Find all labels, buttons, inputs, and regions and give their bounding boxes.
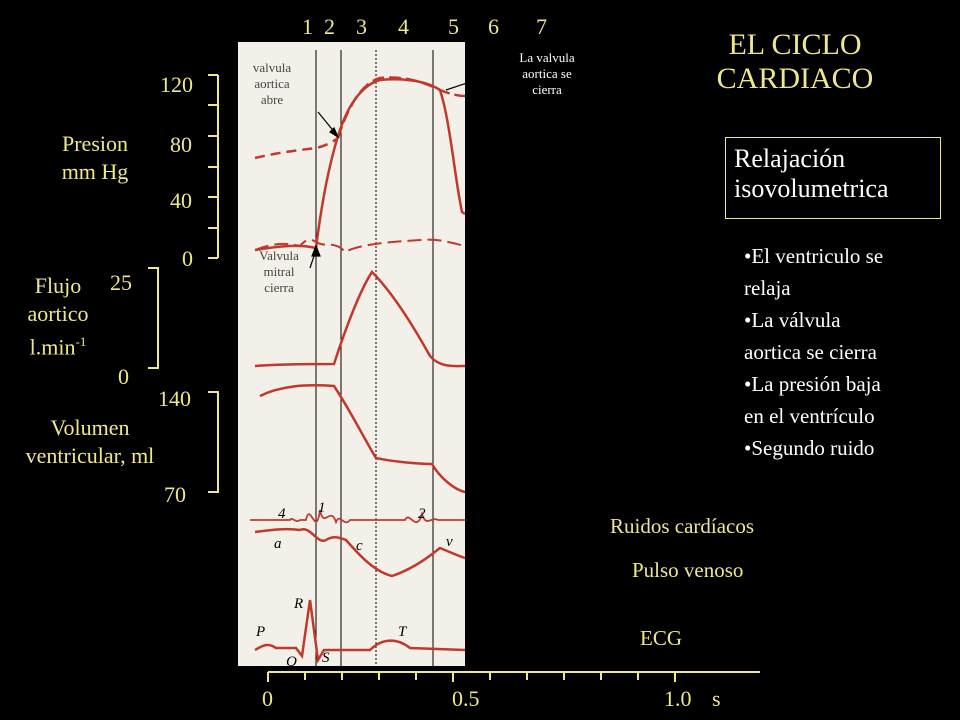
venous-pulse-trace [254, 527, 465, 578]
aortic-close-note: La valvula aortica se cierra [519, 50, 575, 97]
ecg-mark-q: Q [286, 654, 297, 666]
flow-tick-0: 0 [118, 364, 129, 389]
aortic-pressure-trace [254, 137, 339, 160]
ecg-mark-s: S [322, 650, 330, 666]
bullet-item: •La presión baja en el ventrículo [744, 372, 881, 428]
sound-mark-1: 1 [318, 500, 326, 516]
sound-mark-4: 4 [278, 506, 286, 522]
pressure-tick-80: 80 [170, 132, 192, 157]
volume-tick-140: 140 [158, 386, 191, 411]
flow-label: Flujo aortico l.min-1 [27, 273, 89, 360]
phase-numbers: 1 2 3 4 5 6 7 [0, 14, 960, 40]
phase-number-6: 6 [488, 14, 499, 39]
time-tick-0-5: 0.5 [452, 686, 480, 711]
flow-tick-25: 25 [110, 270, 132, 295]
phase-number-5: 5 [448, 14, 459, 39]
ecg-trace [254, 599, 465, 664]
phase-number-3: 3 [356, 14, 367, 39]
venous-mark-a: a [274, 536, 282, 552]
pressure-tick-0: 0 [182, 246, 193, 271]
phase-number-2: 2 [324, 14, 335, 39]
bullet-item: •Segundo ruido [744, 436, 875, 460]
title-line-2: CARDIACO [716, 62, 874, 95]
bullet-item: •La válvula aortica se cierra [744, 308, 877, 364]
ventricular-volume-trace [259, 384, 465, 494]
page-title: EL CICLO CARDIACO [700, 28, 890, 96]
phase-number-4: 4 [398, 14, 409, 39]
phase-number-7: 7 [536, 14, 547, 39]
volume-label: Volumen ventricular, ml [25, 415, 155, 468]
atrial-pressure-trace [254, 238, 465, 254]
cardiac-cycle-plot: 4 1 2 a c v P R Q S T [238, 42, 465, 666]
ecg-mark-r: R [293, 596, 303, 612]
time-unit: s [712, 686, 721, 711]
phase-box-line-1: Relajación [734, 144, 846, 173]
pressure-label: Presion mm Hg [61, 131, 129, 184]
sound-mark-2: 2 [418, 506, 426, 522]
venous-pulse-label: Pulso venoso [632, 558, 744, 582]
phase-box: Relajación isovolumetrica [725, 137, 941, 219]
venous-mark-c: c [356, 538, 363, 554]
phase-number-1: 1 [302, 14, 313, 39]
time-tick-1-0: 1.0 [664, 686, 692, 711]
phase-box-line-2: isovolumetrica [734, 174, 889, 203]
bullet-item: •El ventriculo se relaja [744, 244, 884, 300]
aortic-flow-trace [254, 270, 465, 368]
pressure-tick-120: 120 [160, 72, 193, 97]
time-tick-0: 0 [262, 686, 273, 711]
bullet-list: •El ventriculo se relaja •La válvula aorti… [744, 240, 954, 464]
ecg-label: ECG [640, 626, 682, 650]
volume-tick-70: 70 [164, 482, 186, 507]
heart-sounds-label: Ruidos cardíacos [610, 514, 755, 538]
plot-paper [238, 42, 465, 666]
pressure-tick-40: 40 [170, 188, 192, 213]
mitral-close-note: Valvula mitral cierra [259, 248, 299, 295]
heart-sounds-trace [250, 509, 465, 525]
title-line-1: EL CICLO [728, 28, 862, 61]
aortic-open-note: valvula aortica abre [252, 60, 292, 107]
venous-mark-v: v [446, 534, 453, 550]
ecg-mark-p: P [255, 624, 265, 640]
ecg-mark-t: T [398, 624, 408, 640]
